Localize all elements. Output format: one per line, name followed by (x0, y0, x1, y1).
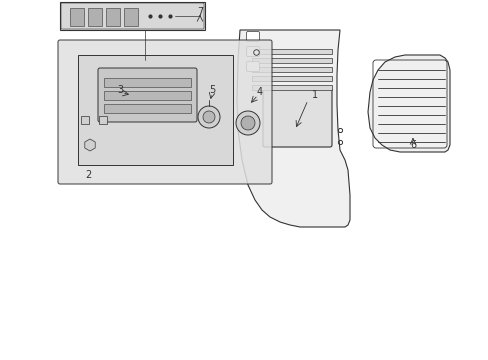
Bar (251, 85, 331, 90)
FancyBboxPatch shape (98, 68, 197, 122)
Text: 3: 3 (117, 85, 123, 95)
Bar (60, 2, 204, 30)
Circle shape (203, 111, 215, 123)
Bar (81, 116, 89, 124)
Circle shape (241, 116, 254, 130)
Text: 4: 4 (256, 87, 263, 97)
FancyBboxPatch shape (246, 32, 259, 41)
Circle shape (198, 106, 220, 128)
Text: 6: 6 (409, 140, 415, 150)
Bar (104, 78, 191, 87)
Circle shape (236, 111, 260, 135)
Polygon shape (367, 55, 449, 152)
Bar (251, 58, 331, 63)
Text: 5: 5 (208, 85, 215, 95)
FancyBboxPatch shape (58, 40, 271, 184)
FancyBboxPatch shape (246, 46, 259, 57)
FancyBboxPatch shape (263, 88, 331, 147)
Bar (99, 116, 107, 124)
Bar (78, 55, 232, 165)
Bar (88, 8, 102, 26)
Text: 1: 1 (311, 90, 317, 100)
Text: 7: 7 (197, 7, 203, 17)
Bar (104, 104, 191, 113)
Bar (70, 8, 84, 26)
Polygon shape (237, 30, 349, 227)
FancyBboxPatch shape (246, 62, 259, 72)
Bar (251, 49, 331, 54)
Bar (106, 8, 120, 26)
Bar (104, 91, 191, 100)
Text: 2: 2 (85, 170, 91, 180)
Bar (251, 67, 331, 72)
Bar (251, 76, 331, 81)
Bar (124, 8, 138, 26)
